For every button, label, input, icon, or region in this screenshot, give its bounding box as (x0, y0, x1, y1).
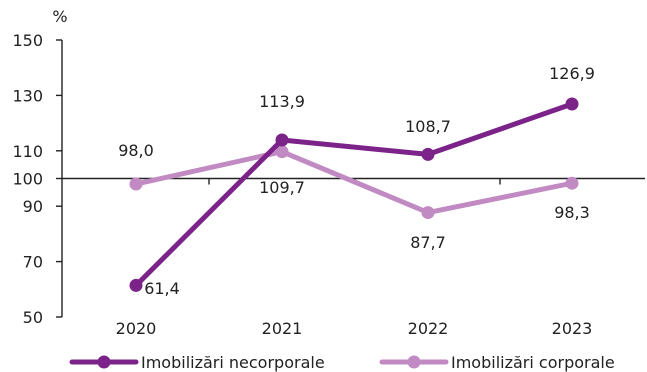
legend: Imobilizări necorporale Imobilizări corpo… (69, 353, 615, 372)
legend-marker-swatch (407, 355, 421, 369)
data-point-corporale (565, 176, 579, 190)
series-group (129, 97, 579, 292)
data-label-corporale: 109,7 (259, 178, 305, 197)
data-label-necorporale: 113,9 (259, 92, 305, 111)
axes-group: % 50 70 90 100 110 130 150 2020 2021 2022 2023 (12, 7, 645, 338)
legend-marker-swatch (97, 355, 111, 369)
x-tick-label: 2022 (408, 319, 449, 338)
x-tick-label: 2020 (116, 319, 157, 338)
data-point-corporale (129, 177, 143, 191)
data-labels-group: 61,4 113,9 108,7 126,9 98,0 109,7 87,7 98,3 (118, 64, 595, 298)
unit-label: % (52, 7, 67, 26)
y-tick-label: 150 (12, 31, 43, 50)
data-point-necorporale (421, 147, 435, 161)
series-line-corporale (133, 149, 575, 216)
data-label-necorporale: 108,7 (405, 117, 451, 136)
data-label-corporale: 98,0 (118, 141, 154, 160)
data-label-necorporale: 61,4 (144, 279, 180, 298)
x-tick-label: 2023 (552, 319, 593, 338)
data-label-corporale: 98,3 (554, 203, 590, 222)
y-tick-label: 130 (12, 86, 43, 105)
data-point-necorporale (565, 97, 579, 111)
y-tick-label: 90 (23, 197, 43, 216)
data-point-corporale (421, 206, 435, 220)
legend-item-corporale: Imobilizări corporale (379, 353, 615, 372)
x-tick-label: 2021 (262, 319, 303, 338)
y-tick-label: 70 (23, 253, 43, 272)
y-tick-label: 110 (12, 142, 43, 161)
y-tick-label: 50 (23, 308, 43, 327)
legend-item-necorporale: Imobilizări necorporale (69, 353, 325, 372)
y-tick-label: 100 (12, 170, 43, 189)
data-label-necorporale: 126,9 (549, 64, 595, 83)
data-point-corporale (275, 145, 289, 159)
data-label-corporale: 87,7 (410, 233, 446, 252)
data-point-necorporale (129, 278, 143, 292)
series-line-necorporale (133, 101, 575, 288)
legend-label: Imobilizări necorporale (141, 353, 325, 372)
data-point-necorporale (275, 133, 289, 147)
legend-label: Imobilizări corporale (451, 353, 615, 372)
